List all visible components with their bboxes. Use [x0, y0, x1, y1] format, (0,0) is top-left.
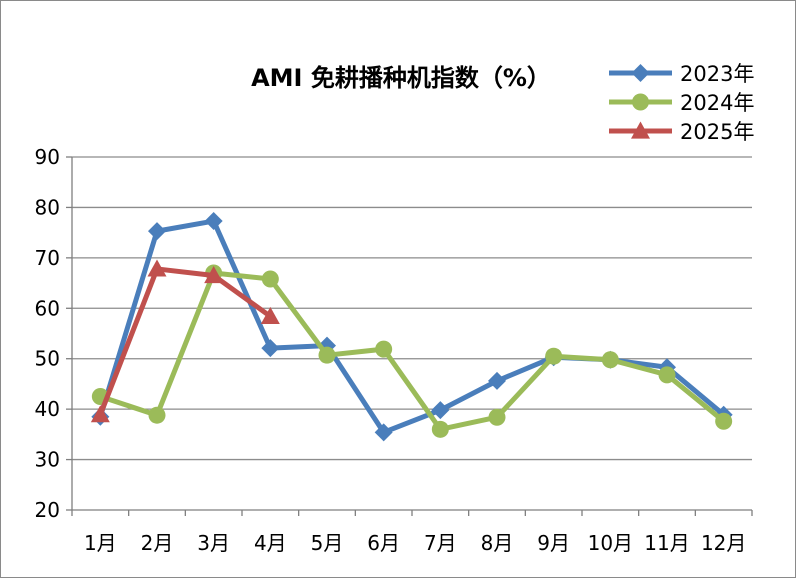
data-point [90, 405, 110, 423]
x-tick-label: 2月 [141, 531, 174, 555]
data-point [261, 270, 279, 288]
series-line [97, 266, 273, 418]
y-tick-label: 30 [35, 448, 60, 472]
data-point [260, 306, 280, 324]
legend-marker [632, 93, 649, 111]
y-tick-label: 80 [35, 195, 60, 219]
legend-label: 2023年 [680, 62, 754, 86]
data-point [431, 420, 449, 438]
data-point [261, 339, 280, 358]
data-point [318, 346, 336, 364]
legend-label: 2025年 [680, 120, 754, 144]
x-tick-label: 3月 [197, 531, 230, 555]
data-point [375, 340, 393, 358]
series-lines [90, 212, 733, 442]
x-tick-label: 1月 [84, 531, 117, 555]
x-tick-label: 8月 [481, 531, 514, 555]
data-point [148, 406, 166, 424]
data-point [204, 266, 224, 284]
x-tick-label: 7月 [424, 531, 457, 555]
data-point [545, 347, 563, 365]
data-point [658, 366, 676, 384]
legend-marker [631, 64, 650, 82]
x-tick-label: 5月 [311, 531, 344, 555]
series-line [97, 270, 727, 432]
series-2025年 [90, 259, 280, 423]
data-point [431, 401, 450, 420]
x-tick-label: 4月 [254, 531, 287, 555]
legend: 2023年 2024年 2025年 [609, 62, 754, 144]
data-point [488, 408, 506, 426]
y-tick-label: 70 [35, 246, 60, 270]
gridlines [72, 156, 752, 461]
legend-marker [631, 121, 650, 139]
data-point [715, 412, 733, 430]
chart-title: AMI 免耕播种机指数（%） [251, 64, 551, 92]
legend-item: 2025年 [609, 120, 754, 144]
y-tick-label: 20 [35, 498, 60, 522]
axes: 20 30 40 50 60 70 80 90 1月 2月 3月 4月 5月 6月 7月 8月 9月 10月 11月… [35, 145, 753, 555]
y-tick-label: 90 [35, 145, 60, 169]
y-tick-label: 40 [35, 397, 60, 421]
x-tick-label: 9月 [537, 531, 570, 555]
legend-item: 2023年 [609, 62, 754, 86]
y-tick-label: 60 [35, 296, 60, 320]
series-2023年 [91, 212, 733, 442]
x-tick-label: 10月 [588, 531, 633, 555]
data-point [488, 371, 506, 390]
x-tick-label: 11月 [644, 531, 689, 555]
data-point [204, 212, 223, 231]
x-tick-label: 6月 [367, 531, 400, 555]
data-point [148, 222, 166, 241]
legend-label: 2024年 [680, 91, 754, 115]
series-2024年 [91, 264, 733, 438]
x-tick-label: 12月 [701, 531, 746, 555]
legend-item: 2024年 [609, 91, 754, 115]
y-tick-label: 50 [35, 347, 60, 371]
data-point [147, 259, 167, 277]
data-point [601, 351, 619, 369]
data-point [374, 423, 393, 442]
